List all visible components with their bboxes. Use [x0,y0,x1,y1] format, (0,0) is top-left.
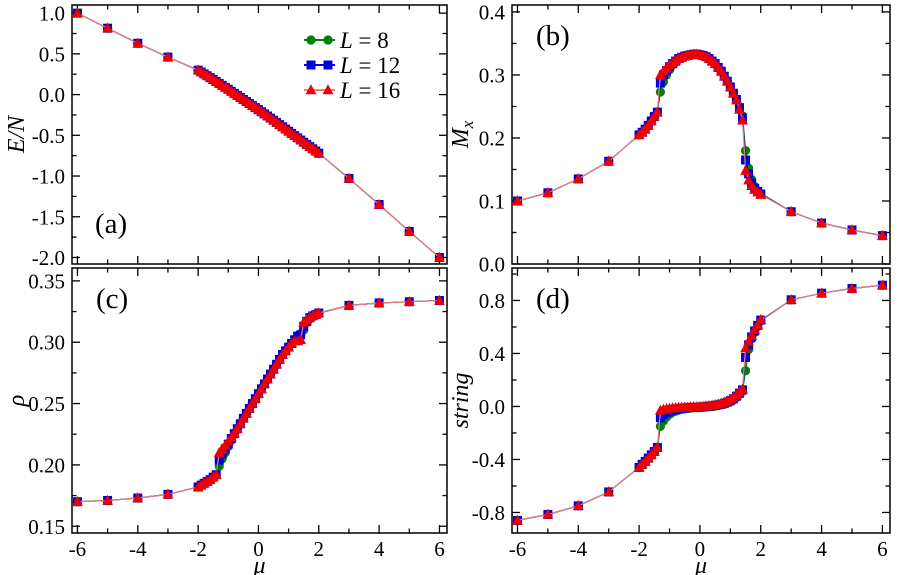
svg-text:1.0: 1.0 [39,2,65,26]
panel-d-yaxis-label: string [448,372,474,428]
svg-text:0.2: 0.2 [479,126,505,150]
panel-c-series-L16 [72,294,445,506]
svg-text:-4: -4 [570,537,588,561]
svg-text:0.15: 0.15 [28,515,65,539]
svg-text:0.4: 0.4 [479,342,506,366]
svg-text:0: 0 [253,537,264,561]
panel-c-ytick-labels: 0.35 0.30 0.25 0.20 0.15 [28,269,65,538]
panel-b: 0.4 0.3 0.2 0.1 0.0 Mx (b) [448,0,891,277]
panel-b-ticks [512,5,890,265]
panel-d-frame [511,267,891,534]
legend-label: L = 16 [339,78,400,103]
panel-b-series-L12 [512,49,887,241]
panel-b-letter: (b) [536,20,570,52]
svg-text:-0.8: -0.8 [472,501,505,525]
panel-a: 1.00.50.0-0.5-1.0-1.5-2.0E/N(a)L = 8L = … [4,2,448,270]
svg-text:-6: -6 [69,537,87,561]
panel-c-ticks [72,268,447,533]
svg-text:0: 0 [695,537,706,561]
panel-b-series-L8 [512,49,887,241]
panel-c-xtick-labels: -6 -4 -2 0 2 4 6 [69,537,445,561]
chart-legend: L = 8L = 12L = 16 [304,28,400,103]
svg-text:-2: -2 [189,537,207,561]
svg-text:0.0: 0.0 [479,395,505,419]
panel-b-ytick-labels: 0.4 0.3 0.2 0.1 0.0 [479,0,506,276]
svg-text:0.25: 0.25 [28,392,65,416]
legend-item-L8: L = 8 [304,28,389,53]
svg-text:-2: -2 [630,537,648,561]
svg-text:0.30: 0.30 [28,331,65,355]
svg-text:2: 2 [756,537,767,561]
svg-text:0.35: 0.35 [28,269,65,293]
svg-text:-1.5: -1.5 [32,205,65,229]
panel-a-yaxis-label: E/N [4,114,30,154]
panel-a-frame [71,4,448,265]
svg-text:-2.0: -2.0 [32,246,65,270]
svg-text:-4: -4 [129,537,147,561]
panel-d-xtick-labels: -6 -4 -2 0 2 4 6 [509,537,888,561]
svg-text:4: 4 [816,537,827,561]
panel-a-ticks [72,5,447,264]
panel-c-letter: (c) [96,283,128,315]
legend-item-L12: L = 12 [304,53,400,78]
svg-text:0.4: 0.4 [479,0,506,24]
panel-b-frame [511,4,891,265]
legend-item-L16: L = 16 [304,78,400,103]
panel-a-ytick-labels: 1.0 0.5 0.0 -0.5 -1.0 -1.5 -2.0 [32,2,65,270]
svg-text:4: 4 [374,537,385,561]
panel-d-ticks [512,268,890,533]
panel-a-letter: (a) [95,208,127,240]
svg-text:0.0: 0.0 [39,83,65,107]
svg-text:0.0: 0.0 [479,253,505,277]
svg-text:0.3: 0.3 [479,63,505,87]
panel-d-ytick-labels: 0.8 0.4 0.0 -0.4 -0.8 [472,289,506,525]
panel-d-letter: (d) [536,283,570,315]
panel-c-yaxis-label: ρ [4,395,30,408]
svg-text:0.5: 0.5 [39,42,65,66]
svg-text:2: 2 [314,537,325,561]
panel-a-series-L16 [72,7,445,262]
panel-d: 0.8 0.4 0.0 -0.4 -0.8-6 -4 -2 0 2 4 6 μ string (d) [448,267,891,575]
panel-d-xaxis-label: μ [694,553,707,575]
svg-text:0.1: 0.1 [479,189,505,213]
svg-text:-0.5: -0.5 [32,124,65,148]
panel-c-xaxis-label: μ [252,553,265,575]
panel-c-frame [71,267,448,534]
legend-label: L = 12 [339,53,400,78]
legend-label: L = 8 [339,28,389,53]
svg-text:0.20: 0.20 [28,453,65,477]
panel-b-series-L16 [512,48,888,240]
svg-text:6: 6 [434,537,445,561]
svg-text:-6: -6 [509,537,527,561]
svg-text:-1.0: -1.0 [32,165,65,189]
panel-d-series-L16 [512,279,888,525]
panel-c: 0.35 0.30 0.25 0.20 0.15-6 -4 -2 0 2 4 6 μ ρ (c) [4,267,448,575]
panel-b-yaxis-label: Mx [448,120,477,149]
svg-text:6: 6 [877,537,888,561]
svg-text:-0.4: -0.4 [472,448,506,472]
svg-text:0.8: 0.8 [479,289,505,313]
